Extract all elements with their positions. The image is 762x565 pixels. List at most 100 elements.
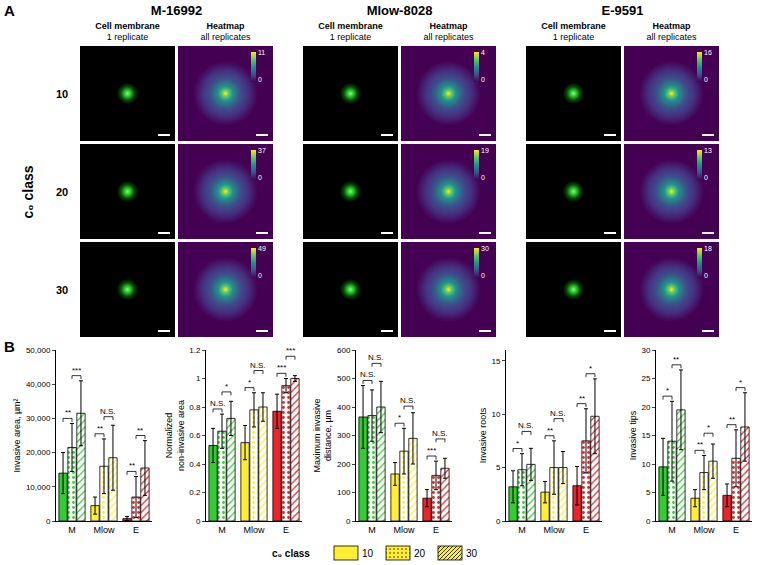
svg-text:E: E	[283, 525, 289, 535]
svg-text:0.6: 0.6	[189, 431, 201, 440]
svg-text:*: *	[707, 423, 710, 432]
svg-text:***: ***	[427, 446, 436, 455]
svg-text:0.4: 0.4	[189, 460, 201, 469]
svg-text:**: **	[579, 394, 585, 403]
svg-text:300: 300	[337, 431, 351, 440]
svg-text:0: 0	[646, 517, 651, 526]
svg-text:0: 0	[46, 517, 51, 526]
svg-text:0.8: 0.8	[189, 403, 201, 412]
svg-text:***: ***	[72, 366, 81, 375]
svg-text:Mlow: Mlow	[93, 525, 115, 535]
svg-text:***: ***	[277, 363, 286, 372]
svg-text:M: M	[218, 525, 226, 535]
svg-text:c₀ class: c₀ class	[272, 548, 310, 559]
html-text:A: A	[4, 2, 15, 19]
html-text:c₀ class: c₀ class	[20, 165, 36, 218]
svg-text:30: 30	[641, 346, 650, 355]
svg-text:20: 20	[414, 548, 426, 559]
svg-text:*: *	[225, 382, 228, 391]
svg-text:**: **	[673, 355, 679, 364]
svg-text:*: *	[398, 413, 401, 422]
svg-text:10: 10	[362, 548, 374, 559]
svg-text:M: M	[668, 525, 676, 535]
svg-text:*: *	[739, 378, 742, 387]
svg-text:N.S.: N.S.	[400, 396, 416, 405]
html-text:Cell membrane: Cell membrane	[318, 21, 383, 31]
svg-text:M: M	[518, 525, 526, 535]
svg-text:**: **	[547, 426, 553, 435]
html-text:B: B	[4, 338, 15, 355]
svg-text:N.S.: N.S.	[210, 399, 226, 408]
svg-text:15: 15	[491, 356, 500, 365]
svg-text:Maximum invasivedistance, µm: Maximum invasivedistance, µm	[312, 398, 334, 472]
svg-text:0: 0	[496, 517, 501, 526]
svg-text:Normalizednon-invasive area: Normalizednon-invasive area	[164, 400, 186, 471]
svg-text:*: *	[248, 378, 251, 387]
svg-text:50,000: 50,000	[26, 346, 51, 355]
svg-text:E: E	[433, 525, 439, 535]
svg-text:Mlow: Mlow	[243, 525, 265, 535]
svg-text:Mlow: Mlow	[543, 525, 565, 535]
svg-text:N.S.: N.S.	[368, 353, 384, 362]
svg-text:20,000: 20,000	[26, 448, 51, 457]
svg-text:N.S.: N.S.	[360, 370, 376, 379]
html-text:Cell membrane: Cell membrane	[95, 21, 160, 31]
svg-text:Mlow: Mlow	[693, 525, 715, 535]
svg-text:0: 0	[346, 517, 351, 526]
svg-text:**: **	[697, 440, 703, 449]
svg-text:40,000: 40,000	[26, 380, 51, 389]
svg-text:Invasive tips: Invasive tips	[628, 410, 638, 460]
html-text:30: 30	[55, 283, 69, 296]
svg-text:*: *	[589, 364, 592, 373]
svg-text:10,000: 10,000	[26, 483, 51, 492]
svg-text:1: 1	[196, 374, 201, 383]
svg-text:**: **	[129, 461, 135, 470]
svg-text:**: **	[137, 426, 143, 435]
svg-text:*: *	[516, 439, 519, 448]
html-text:M-16992: M-16992	[150, 3, 203, 18]
svg-text:N.S.: N.S.	[250, 361, 266, 370]
html-text:Heatmap: Heatmap	[206, 21, 245, 31]
svg-text:0.2: 0.2	[189, 488, 201, 497]
svg-text:N.S.: N.S.	[100, 407, 116, 416]
svg-text:10: 10	[491, 410, 500, 419]
svg-text:10: 10	[641, 460, 650, 469]
html-text:1 replicate: 1 replicate	[329, 32, 372, 42]
svg-text:N.S.: N.S.	[432, 429, 448, 438]
svg-text:500: 500	[337, 374, 351, 383]
svg-text:600: 600	[337, 346, 351, 355]
html-text:E-9591: E-9591	[601, 3, 644, 18]
svg-text:***: ***	[286, 346, 295, 355]
svg-text:20: 20	[641, 403, 650, 412]
svg-text:*: *	[666, 386, 669, 395]
svg-text:15: 15	[641, 431, 650, 440]
svg-text:30,000: 30,000	[26, 414, 51, 423]
svg-text:Invasive area, µm²: Invasive area, µm²	[12, 398, 22, 472]
svg-text:E: E	[733, 525, 739, 535]
html-text:Mlow-8028: Mlow-8028	[366, 3, 433, 18]
svg-text:5: 5	[496, 463, 501, 472]
svg-text:25: 25	[641, 374, 650, 383]
svg-text:M: M	[68, 525, 76, 535]
html-text:1 replicate: 1 replicate	[106, 32, 149, 42]
svg-text:30: 30	[466, 548, 478, 559]
svg-text:M: M	[368, 525, 376, 535]
svg-text:400: 400	[337, 403, 351, 412]
svg-text:**: **	[65, 408, 71, 417]
svg-text:0: 0	[196, 517, 201, 526]
svg-text:E: E	[133, 525, 139, 535]
svg-text:N.S.: N.S.	[518, 421, 534, 430]
html-text:20: 20	[55, 185, 69, 198]
svg-text:Mlow: Mlow	[393, 525, 415, 535]
svg-text:**: **	[97, 424, 103, 433]
svg-text:5: 5	[646, 488, 651, 497]
svg-text:200: 200	[337, 460, 351, 469]
html-text:10: 10	[55, 87, 69, 100]
svg-text:100: 100	[337, 488, 351, 497]
svg-text:E: E	[583, 525, 589, 535]
html-text:all replicates: all replicates	[200, 32, 251, 42]
svg-text:**: **	[729, 415, 735, 424]
svg-text:N.S.: N.S.	[550, 409, 566, 418]
svg-text:Invasive roots: Invasive roots	[478, 407, 488, 463]
svg-text:1.2: 1.2	[189, 346, 201, 355]
